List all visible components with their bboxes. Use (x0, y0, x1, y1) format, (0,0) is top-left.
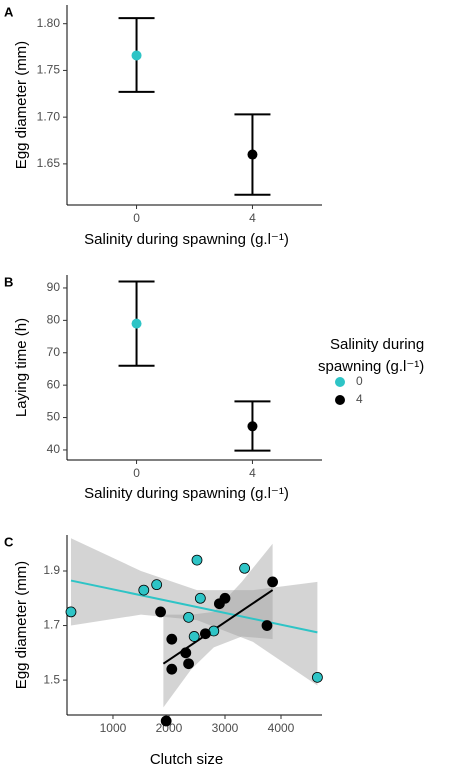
y-tick-label: 50 (47, 410, 61, 424)
confidence-band (163, 543, 273, 708)
y-tick-label: 70 (47, 345, 61, 359)
y-tick-label: 1.5 (43, 672, 60, 686)
point (183, 658, 194, 670)
y-tick-label: 60 (47, 377, 61, 391)
legend-label: 0 (356, 374, 363, 388)
fit-line (70, 579, 318, 634)
legend-swatch (335, 377, 345, 387)
y-tick-label: 1.7 (43, 618, 60, 632)
point (261, 620, 273, 631)
legend-label: 4 (356, 392, 363, 406)
point (65, 606, 77, 618)
confidence-band (70, 538, 318, 686)
point (194, 592, 206, 604)
legend-title: Salinity during spawning (g.l⁻¹) (318, 336, 424, 375)
point (183, 611, 194, 623)
x-axis-title: Salinity during spawning (g.l⁻¹) (84, 231, 289, 248)
y-tick-label: 1.9 (43, 563, 60, 577)
y-tick-label: 1.70 (37, 109, 61, 123)
y-axis-title: Laying time (h) (13, 318, 30, 417)
y-tick-label: 1.75 (37, 63, 61, 77)
x-tick-label: 1000 (100, 721, 127, 735)
x-axis-title: Salinity during spawning (g.l⁻¹) (84, 485, 289, 502)
point (191, 554, 203, 566)
panel-label: A (4, 4, 14, 19)
y-axis-title: Egg diameter (mm) (13, 41, 30, 169)
point (267, 576, 279, 588)
legend-swatch (335, 395, 345, 405)
legend: Salinity during spawning (g.l⁻¹)0 4 (318, 336, 424, 406)
point (199, 628, 211, 640)
y-tick-label: 80 (47, 313, 61, 327)
point (166, 663, 178, 675)
y-tick-label: 1.65 (37, 156, 61, 170)
x-tick-label: 4 (249, 466, 256, 480)
panel-label: B (4, 274, 13, 289)
point (131, 318, 142, 329)
x-tick-label: 4 (249, 211, 256, 225)
y-tick-label: 90 (47, 280, 61, 294)
x-tick-label: 4000 (268, 721, 295, 735)
point (247, 149, 258, 160)
point (160, 715, 172, 727)
point (166, 633, 178, 645)
point (131, 50, 142, 61)
point (239, 562, 250, 574)
point (188, 631, 200, 642)
y-axis-title: Egg diameter (mm) (13, 561, 30, 689)
y-tick-label: 40 (47, 442, 61, 456)
point (219, 592, 231, 604)
point (312, 671, 323, 683)
x-tick-label: 3000 (212, 721, 239, 735)
x-tick-label: 0 (133, 466, 140, 480)
panel-label: C (4, 534, 14, 549)
point (155, 606, 166, 618)
x-axis-title: Clutch size (150, 751, 223, 768)
x-tick-label: 0 (133, 211, 140, 225)
point (151, 579, 163, 591)
y-tick-label: 1.80 (37, 16, 61, 30)
point (138, 584, 150, 596)
point (180, 647, 192, 659)
point (247, 421, 258, 432)
